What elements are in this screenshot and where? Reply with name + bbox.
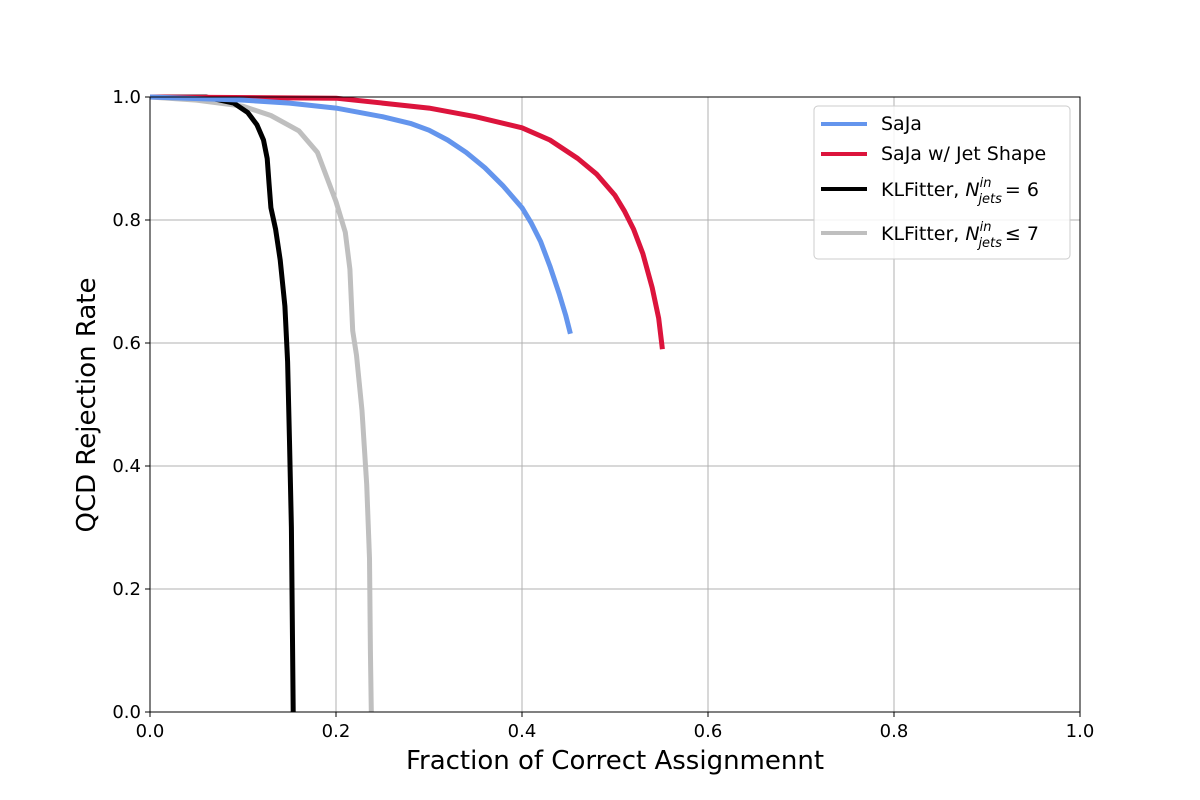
series-line-saja <box>149 94 573 335</box>
y-axis-title: QCD Rejection Rate <box>72 278 102 533</box>
x-tick-label: 0.6 <box>694 721 723 742</box>
plot-frame <box>149 96 1081 713</box>
y-tick-label: 0.6 <box>112 333 141 354</box>
series-layer <box>149 94 665 713</box>
y-tick-label: 1.0 <box>112 87 141 108</box>
series-line-klfitter-7 <box>149 94 374 713</box>
y-tick-label: 0.8 <box>112 210 141 231</box>
x-tick-label: 0.4 <box>508 721 537 742</box>
legend: SaJa SaJa w/ Jet Shape KLFitter, Nin jets… <box>813 105 1071 260</box>
x-axis-title: Fraction of Correct Assignmennt <box>406 746 824 776</box>
x-tick-label: 0.2 <box>322 721 351 742</box>
legend-box <box>813 105 1071 260</box>
series-line-klfitter-6 <box>150 94 296 713</box>
y-tick-label: 0.2 <box>112 579 141 600</box>
series-line-saja-jet-shape <box>149 94 665 350</box>
x-tick-label: 1.0 <box>1066 721 1095 742</box>
y-tick-label: 0.4 <box>112 456 141 477</box>
legend-label-saja-jet-shape: SaJa w/ Jet Shape <box>881 143 1046 165</box>
x-tick-label: 0.8 <box>880 721 909 742</box>
x-tick-label: 0.0 <box>136 721 165 742</box>
y-tick-label: 0.0 <box>112 702 141 723</box>
legend-label-saja: SaJa <box>881 113 922 135</box>
ticks: 0.0 0.2 0.4 0.6 0.8 1.0 0.0 0.2 0.4 0.6 0.8 1.0 <box>112 87 1094 742</box>
